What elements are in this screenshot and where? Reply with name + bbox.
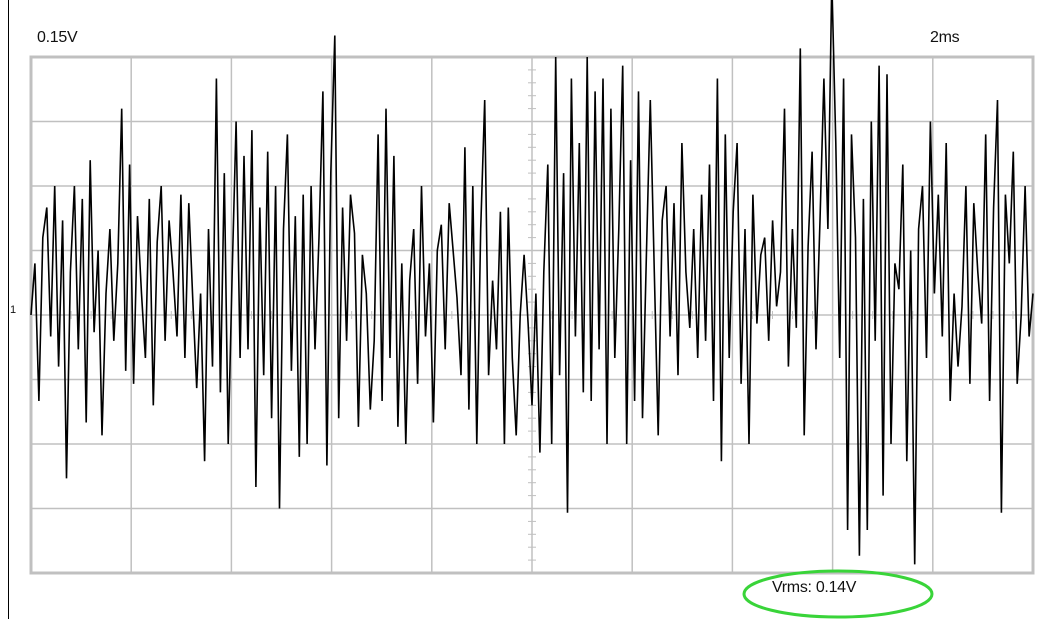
waveform-line [30, 0, 1034, 565]
scope-frame [8, 0, 1059, 619]
channel-ground-marker: 1 [10, 304, 16, 316]
volts-per-division-label: 0.15V [37, 29, 78, 46]
vrms-highlight-ellipse [742, 569, 934, 619]
vrms-readout: Vrms: 0.14V [772, 579, 857, 596]
time-per-division-label: 2ms [930, 29, 960, 46]
waveform-trace [30, 0, 1034, 565]
